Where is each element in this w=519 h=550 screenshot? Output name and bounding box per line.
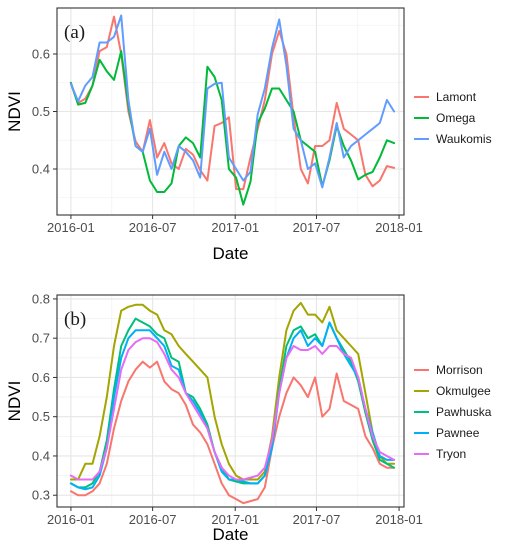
y-tick-label: 0.4 <box>32 162 50 177</box>
y-tick-label: 0.8 <box>32 291 50 306</box>
x-axis-title: Date <box>213 244 249 263</box>
y-tick-label: 0.7 <box>32 331 50 346</box>
chart-panel-b: (b) 2016-01 2016-07 2017-01 2017-07 2018-01 0.… <box>5 291 492 544</box>
x-tick-label: 2018-01 <box>375 220 423 235</box>
legend-label-tryon: Tryon <box>436 447 466 461</box>
legend-label-lamont: Lamont <box>436 90 477 104</box>
y-tick-label: 0.3 <box>32 488 50 503</box>
legend: Morrison Okmulgee Pawhuska Pawnee Tryon <box>414 363 492 461</box>
x-tick-label: 2018-01 <box>375 512 423 527</box>
panel-border <box>56 294 405 508</box>
y-axis-title: NDVI <box>5 91 24 132</box>
legend-label-morrison: Morrison <box>436 363 483 377</box>
series-line-tryon <box>69 337 396 481</box>
y-tick-label: 0.4 <box>32 448 50 463</box>
legend-label-pawnee: Pawnee <box>436 426 480 440</box>
x-tick-label: 2016-07 <box>129 512 177 527</box>
x-tick-label: 2016-01 <box>47 512 95 527</box>
x-tick-label: 2017-01 <box>211 220 259 235</box>
y-tick-label: 0.5 <box>32 409 50 424</box>
legend: Lamont Omega Waukomis <box>414 90 492 146</box>
legend-label-omega: Omega <box>436 111 476 125</box>
series-line-morrison <box>69 360 396 505</box>
legend-label-okmulgee: Okmulgee <box>436 384 491 398</box>
y-tick-label: 0.6 <box>32 47 50 62</box>
x-tick-label: 2017-07 <box>293 512 341 527</box>
y-tick-label: 0.5 <box>32 104 50 119</box>
x-tick-label: 2016-07 <box>129 220 177 235</box>
series-line-waukomis <box>69 14 396 189</box>
y-tick-label: 0.6 <box>32 370 50 385</box>
x-tick-label: 2016-01 <box>47 220 95 235</box>
legend-label-waukomis: Waukomis <box>436 132 492 146</box>
chart-panel-a: (a) 2016-01 2016-07 2017-01 2017-07 2018-01 0.… <box>5 7 492 263</box>
series-line-okmulgee <box>69 301 396 481</box>
panel-label: (b) <box>64 309 86 330</box>
y-axis-title: NDVI <box>5 381 24 422</box>
x-tick-label: 2017-07 <box>293 220 341 235</box>
panel-label: (a) <box>64 22 85 43</box>
series-line-pawnee <box>69 321 396 491</box>
legend-label-pawhuska: Pawhuska <box>436 405 492 419</box>
x-axis-title: Date <box>213 525 249 544</box>
x-tick-label: 2017-01 <box>211 512 259 527</box>
